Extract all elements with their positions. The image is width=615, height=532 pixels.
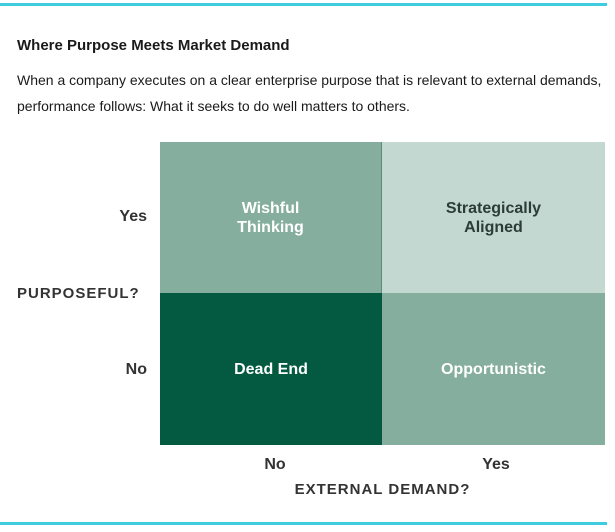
x-axis-label-yes: Yes [482,456,510,473]
x-axis-label-no: No [264,456,286,473]
top-accent-rule [0,3,607,6]
figure-description: When a company executes on a clear enter… [17,72,602,114]
quadrant-label-bottom-right: Opportunistic [441,360,546,378]
quadrant-strategically-aligned: Strategically Aligned [382,142,605,293]
quadrant-label-bottom-left: Dead End [234,360,308,378]
y-axis-label-yes: Yes [119,208,147,225]
y-axis-label-no: No [125,361,147,378]
quadrant-label-top-left: Wishful Thinking [237,199,304,236]
figure-title: Where Purpose Meets Market Demand [17,37,290,54]
y-axis-title: PURPOSEFUL? [17,285,140,302]
quadrant-dead-end: Dead End [160,293,382,445]
x-axis-title: EXTERNAL DEMAND? [294,481,471,498]
quadrant-wishful-thinking: Wishful Thinking [160,142,382,293]
purpose-demand-matrix: Wishful Thinking Strategically Aligned D… [160,142,605,445]
quadrant-label-top-right: Strategically Aligned [445,199,542,236]
quadrant-opportunistic: Opportunistic [382,293,605,445]
bottom-accent-rule [0,522,607,525]
